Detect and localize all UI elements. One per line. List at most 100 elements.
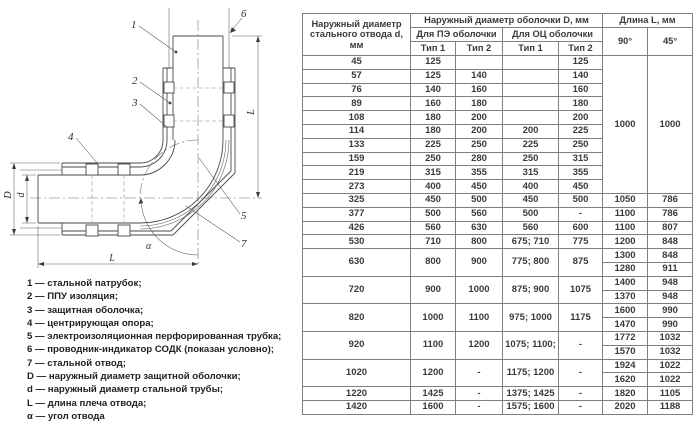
table-cell: 1772	[602, 330, 649, 346]
table-row: 426 560 630 560 600 1100 807	[302, 220, 694, 236]
table-cell: 355	[455, 165, 503, 181]
table-cell: 125	[410, 55, 456, 70]
table-cell: 710	[410, 234, 456, 250]
vertical-pipe	[162, 8, 236, 173]
table-cell: 1420	[302, 399, 411, 415]
table-cell: 426	[302, 220, 411, 236]
table-cell: 159	[302, 151, 411, 167]
table-cell: 400	[502, 179, 559, 194]
table-cell: 1075; 1100;	[502, 330, 559, 360]
legend-item: 3 — защитная оболочка;	[27, 304, 144, 316]
table-cell: 160	[410, 96, 456, 112]
dimensions-table: Наружный диаметр стального отвода d, мм …	[302, 13, 694, 415]
table-cell: 180	[557, 96, 604, 112]
table-cell: 114	[302, 123, 411, 139]
table-cell: 900	[410, 275, 456, 305]
table-row: 1420 1600-1575; 1600-2020 1188	[302, 399, 694, 415]
table-cell: -	[455, 399, 503, 415]
table-cell: 800	[455, 234, 503, 250]
table-cell: 1075	[557, 275, 604, 305]
dim-label-d: d	[16, 192, 27, 198]
table-row: 920 1100 1200 1075; 1100; -1772 1032	[302, 330, 694, 360]
table-cell: 900	[455, 248, 503, 277]
table-cell: 560	[502, 220, 559, 236]
table-cell: 200	[455, 110, 503, 125]
legend: 1 — стальной патрубок; 2 — ППУ изоляция; 3…	[27, 277, 312, 423]
table-cell: 1050	[602, 192, 649, 208]
table-cell: 800	[410, 248, 456, 277]
table-cell: 250	[455, 137, 503, 153]
table-row: 1280 911	[303, 261, 694, 277]
table-cell: 225	[557, 123, 604, 139]
table-row: 1470 990	[303, 317, 694, 332]
table-cell: 500	[557, 192, 604, 208]
table-cell: 1300	[602, 248, 649, 263]
table-cell	[502, 96, 559, 112]
table-cell: 89	[302, 96, 411, 112]
table-cell: -	[557, 386, 604, 401]
legend-item: 7 — стальной отвод;	[27, 357, 126, 369]
table-cell: 500	[455, 192, 503, 208]
callout-7: 7	[241, 238, 247, 250]
table-cell: 315	[557, 151, 604, 167]
table-cell: 200	[455, 123, 503, 139]
table-cell: 273	[302, 179, 411, 194]
callout-5: 5	[241, 210, 247, 222]
header-type2-pe: Тип 2	[455, 41, 503, 56]
header-length: Длина L, мм	[602, 13, 694, 28]
dimension-L-right: L	[232, 35, 262, 198]
table-cell: 1175; 1200	[502, 358, 559, 388]
table-cell: 786	[647, 192, 694, 208]
table-row: 89 160 180 180	[302, 96, 693, 112]
table-row: 720 900 1000 875; 900 1075 1400 948	[302, 275, 694, 305]
table-row: 273 400 450 400 450	[302, 179, 693, 194]
table-cell: 1000	[647, 55, 694, 194]
table-cell: 1820	[602, 386, 649, 401]
table-cell: 200	[502, 123, 559, 139]
table-cell: 948	[647, 275, 694, 291]
dimension-D: D	[3, 162, 60, 236]
table-cell: 786	[647, 206, 694, 222]
table-cell: 1200	[410, 358, 456, 388]
table-cell: 775; 800	[502, 248, 559, 277]
callout-6: 6	[241, 8, 247, 20]
table-cell: -	[455, 386, 503, 401]
table-cell: 1924	[602, 358, 649, 374]
legend-item: 1 — стальной патрубок;	[27, 278, 142, 289]
dim-label-L-right: L	[246, 109, 257, 116]
table-cell: 1575; 1600	[502, 399, 559, 415]
table-cell: 775	[557, 234, 604, 250]
table-cell: 108	[302, 110, 411, 125]
table-cell: 140	[455, 68, 503, 84]
table-cell: 530	[302, 234, 411, 250]
table-cell: 1200	[455, 330, 503, 360]
table-cell: 990	[647, 303, 694, 319]
center-lines	[30, 20, 262, 264]
table-cell: 125	[557, 55, 604, 70]
table-cell: 219	[302, 165, 411, 181]
table-cell: 250	[502, 151, 559, 167]
legend-item: 5 — электроизоляционная перфорированная …	[27, 331, 282, 343]
table-cell: 1188	[647, 399, 694, 415]
table-row: 820 1000 1100 975; 1000 1175 1600 990	[302, 303, 694, 332]
header-angle-90: 90°	[602, 27, 649, 56]
table-cell: 200	[557, 110, 604, 125]
table-row: 325 450 500 450 500 1050 786	[302, 192, 694, 208]
header-steel-diameter: Наружный диаметр стального отвода d, мм	[302, 13, 411, 56]
table-cell: 630	[302, 248, 411, 277]
table-cell: 76	[302, 82, 411, 98]
table-cell: 875	[557, 248, 604, 277]
table-cell: 450	[557, 179, 604, 194]
table-cell: 1100	[410, 330, 456, 360]
table-cell: 920	[302, 330, 411, 360]
table-cell: 1020	[302, 358, 411, 388]
table-cell: -	[455, 358, 503, 388]
legend-item: D — наружный диаметр защитной оболочки;	[27, 371, 241, 383]
table-cell: 180	[410, 123, 456, 139]
table-cell: 1022	[647, 358, 694, 374]
table-cell: 1470	[602, 317, 649, 332]
table-cell: 140	[557, 68, 604, 84]
table-cell: 1600	[602, 303, 649, 319]
callouts: 1 2 3 4 5 6 7	[68, 8, 247, 250]
table-cell: 1022	[647, 372, 694, 388]
